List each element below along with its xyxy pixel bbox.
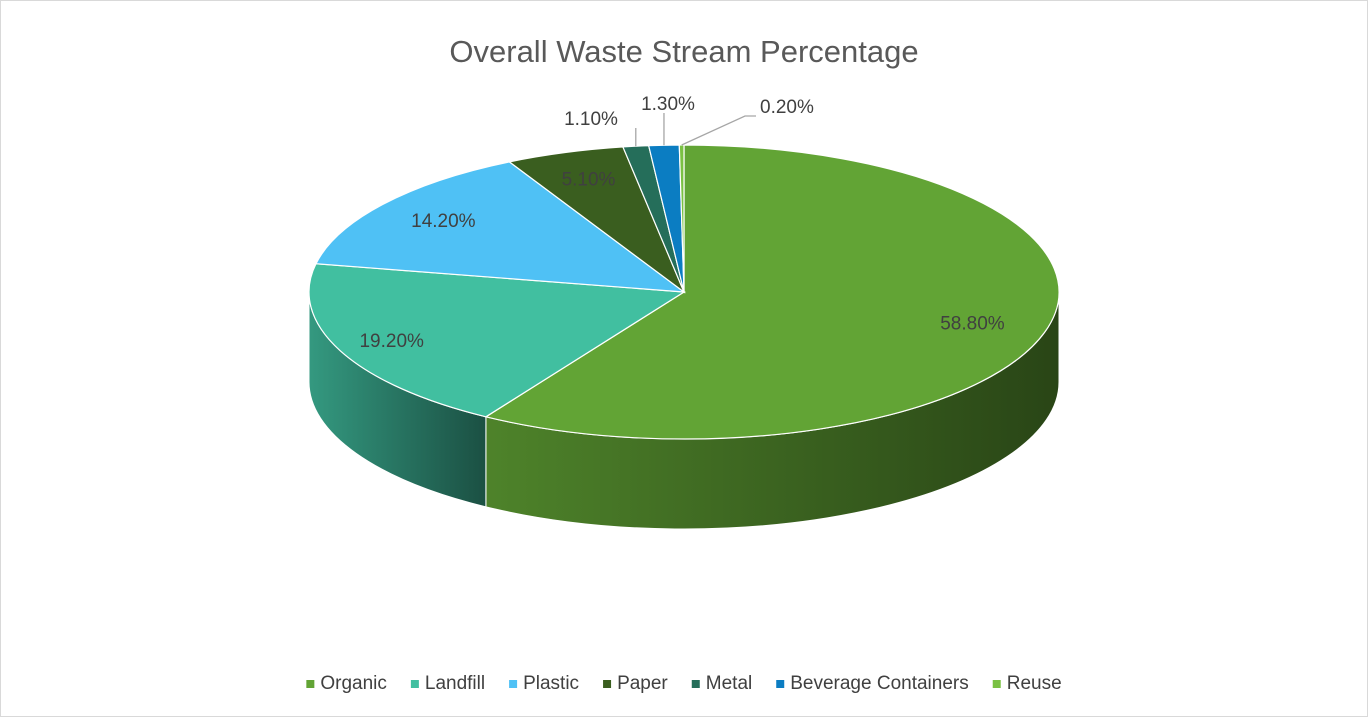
slice	[484, 144, 1060, 440]
legend-marker	[410, 680, 419, 688]
data-label: 1.10%	[564, 109, 618, 130]
data-label: 19.20%	[359, 331, 424, 352]
data-label: 1.30%	[641, 94, 695, 115]
legend-marker	[691, 680, 700, 688]
legend-marker	[509, 680, 518, 688]
data-label: 0.20%	[760, 97, 814, 118]
slice	[315, 161, 687, 293]
data-label: 58.80%	[940, 313, 1005, 334]
legend-label: Plastic	[523, 673, 579, 694]
legend-marker	[603, 680, 612, 688]
chart-title: Overall Waste Stream Percentage	[449, 34, 918, 69]
legend-label: Organic	[320, 673, 387, 694]
legend-label: Reuse	[1007, 673, 1062, 694]
legend-label: Beverage Containers	[790, 673, 969, 694]
legend-label: Paper	[617, 673, 668, 694]
legend-marker	[992, 680, 1001, 688]
legend-label: Metal	[706, 673, 752, 694]
legend-label: Landfill	[425, 673, 485, 694]
leader-line	[681, 115, 756, 146]
data-label: 5.10%	[562, 170, 616, 191]
legend-marker	[776, 680, 785, 688]
slice	[678, 144, 685, 293]
data-label: 14.20%	[411, 211, 476, 232]
legend-marker	[306, 680, 315, 688]
slice	[308, 263, 686, 418]
